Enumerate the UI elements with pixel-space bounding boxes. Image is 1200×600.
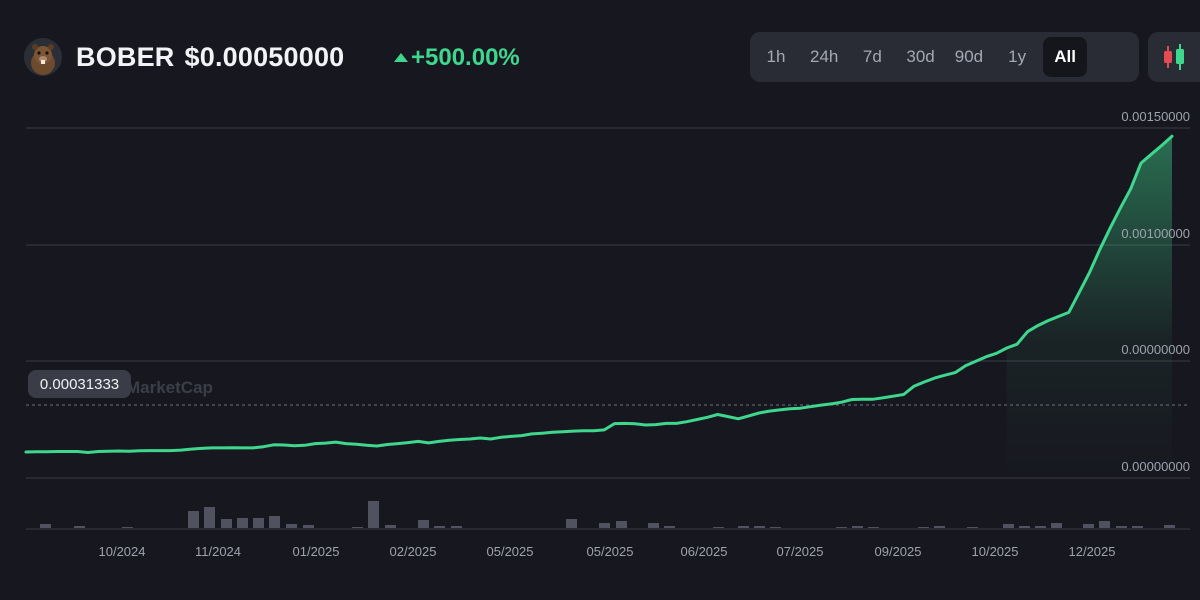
volume-bar (286, 524, 297, 528)
volume-bar (1083, 524, 1094, 528)
volume-bar (934, 526, 945, 528)
volume-bar (852, 526, 863, 528)
volume-bar (967, 527, 978, 528)
volume-bar (204, 507, 215, 528)
price-area-fill (1006, 136, 1172, 478)
x-tick-label: 02/2025 (390, 544, 437, 559)
bober-avatar-icon (24, 38, 62, 76)
volume-bar (599, 523, 610, 528)
price-change-value: +500.00% (411, 44, 520, 71)
volume-bar (868, 527, 879, 528)
token-title: BOBER $0.00050000 (76, 42, 354, 73)
price-change: +500.00% (394, 44, 520, 72)
header: BOBER $0.00050000 +500.00% 1h 24h 7d 30d … (0, 0, 1200, 110)
x-tick-label: 07/2025 (777, 544, 824, 559)
y-tick-label: 0.00000000 (1121, 342, 1190, 357)
volume-bar (237, 518, 248, 528)
volume-bar (122, 527, 133, 528)
timeframe-1h-button[interactable]: 1h (766, 47, 786, 66)
watermark-text: MarketCap (126, 378, 213, 397)
timeframe-selector: 1h 24h 7d 30d 90d 1y All (750, 32, 1139, 82)
volume-bar (713, 527, 724, 528)
timeframe-30d-button[interactable]: 30d (906, 47, 935, 66)
y-tick-label: 0.00000000 (1121, 459, 1190, 474)
volume-bar (918, 527, 929, 528)
x-tick-label: 09/2025 (875, 544, 922, 559)
volume-bar (253, 518, 264, 528)
volume-bar (434, 526, 445, 528)
volume-bar (754, 526, 765, 528)
timeframe-90d-button[interactable]: 90d (954, 47, 984, 66)
volume-bar (648, 523, 659, 528)
volume-bar (451, 526, 462, 528)
price-line (24, 134, 1174, 454)
volume-bar (40, 524, 51, 528)
volume-bar (836, 527, 847, 528)
x-tick-label: 11/2024 (195, 544, 241, 559)
beaver-icon (24, 38, 62, 76)
volume-bar (1051, 523, 1062, 528)
timeframe-all-button[interactable]: All (1043, 37, 1088, 77)
token-price: $0.00050000 (184, 42, 345, 72)
current-price-badge: 0.00031333 (28, 370, 131, 398)
volume-bar (418, 520, 429, 528)
up-triangle-icon (394, 52, 408, 62)
x-tick-label: 10/2024 (99, 544, 146, 559)
x-tick-label: 05/2025 (587, 544, 634, 559)
x-tick-label: 01/2025 (293, 544, 340, 559)
x-tick-label: 12/2025 (1069, 544, 1116, 559)
volume-bar (738, 526, 749, 528)
volume-bar (1099, 521, 1110, 528)
x-tick-label: 06/2025 (681, 544, 728, 559)
volume-bar (368, 501, 379, 528)
volume-bar (1116, 526, 1127, 528)
volume-bar (188, 511, 199, 528)
timeframe-1y-button[interactable]: 1y (1008, 47, 1027, 66)
volume-bar (74, 526, 85, 528)
volume-bar (1003, 524, 1014, 528)
candlestick-toggle-button[interactable] (1148, 32, 1200, 82)
volume-bar (1164, 525, 1175, 528)
y-tick-label: 0.00100000 (1121, 226, 1190, 241)
volume-bar (385, 525, 396, 528)
volume-bar (664, 526, 675, 528)
volume-bar (566, 519, 577, 528)
volume-bar (616, 521, 627, 528)
timeframe-24h-button[interactable]: 24h (810, 47, 839, 66)
candlestick-chart-icon (1164, 44, 1184, 70)
timeframe-7d-button[interactable]: 7d (862, 47, 882, 66)
volume-bar (303, 525, 314, 528)
y-tick-label: 0.00150000 (1121, 109, 1190, 124)
volume-bar (269, 516, 280, 528)
volume-bar (1035, 526, 1046, 528)
token-symbol: BOBER (76, 42, 175, 72)
volume-bar (352, 527, 363, 528)
x-tick-label: 10/2025 (972, 544, 1019, 559)
volume-bar (1132, 526, 1143, 528)
volume-bar (221, 519, 232, 528)
x-tick-label: 05/2025 (487, 544, 534, 559)
volume-bar (1019, 526, 1030, 528)
volume-bar (770, 527, 781, 528)
